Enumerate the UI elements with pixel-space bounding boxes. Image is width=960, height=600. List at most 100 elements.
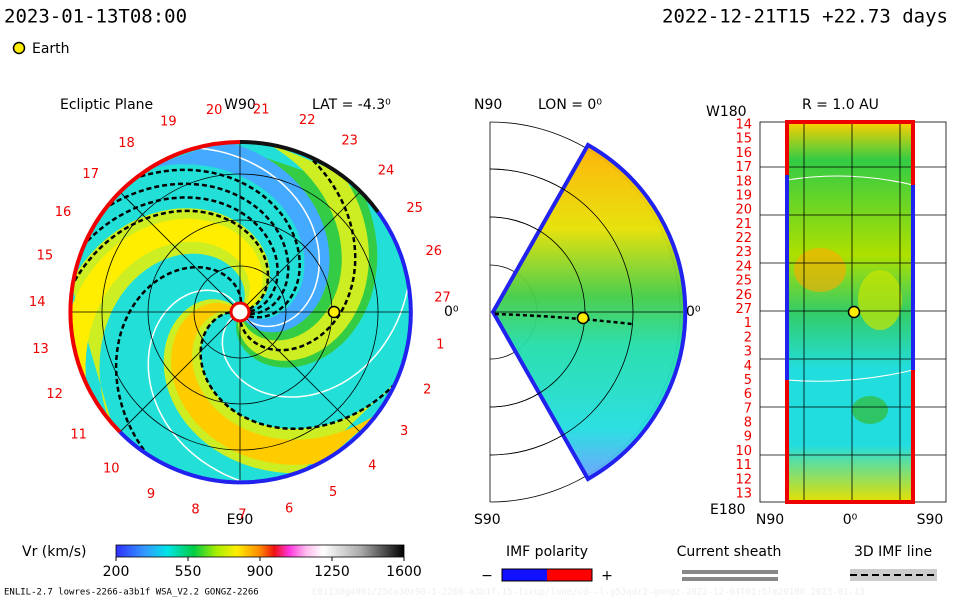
longitude-label: 16: [735, 146, 752, 161]
ecliptic-right: 0⁰: [444, 304, 459, 320]
radial-patch: [794, 248, 846, 292]
longitude-label: 16: [55, 205, 72, 220]
meridional-overlay: [489, 168, 683, 456]
field-line: [129, 168, 301, 319]
longitude-label: 1: [744, 316, 752, 331]
footer-run: ENLIL-2.7 lowres-2266-a3b1f WSA_V2.2 GON…: [4, 588, 259, 598]
field-line: [70, 209, 270, 310]
longitude-label: 19: [735, 189, 752, 204]
longitude-label: 11: [735, 458, 752, 473]
sun: [229, 301, 251, 323]
longitude-label: 21: [735, 217, 752, 232]
radial-bottom: E180: [710, 502, 746, 518]
longitude-label: 5: [329, 485, 337, 500]
imf-label: 3D IMF line: [854, 544, 932, 560]
earth-radial: [847, 305, 861, 319]
longitude-label: 12: [735, 472, 752, 487]
field-line: [221, 280, 410, 398]
ecliptic-rim-blue: [118, 210, 413, 485]
longitude-label: 19: [160, 115, 177, 130]
polarity-frame: [501, 568, 593, 582]
longitude-label: 26: [735, 288, 752, 303]
earth: [327, 305, 341, 319]
time: 2023-01-13T08:00: [4, 6, 187, 28]
longitude-label: 8: [744, 416, 752, 431]
field-line: [99, 182, 290, 316]
colorbar-tick-label: 900: [247, 564, 274, 580]
spiral-arms: [70, 142, 410, 482]
field-line: [189, 146, 321, 328]
sheath: [786, 369, 914, 382]
longitude-label: 18: [118, 136, 135, 151]
longitude-label: 22: [299, 113, 316, 128]
meridional-right: 0⁰: [686, 304, 701, 320]
ecliptic-rim-dark: [239, 139, 380, 214]
field-line: [147, 289, 250, 482]
longitude-label: 27: [434, 290, 451, 305]
longitude-label: 14: [29, 295, 46, 310]
longitude-label: 24: [735, 259, 752, 274]
colorbar-label: Vr (km/s): [22, 544, 86, 560]
spiral-band: [134, 142, 330, 333]
ecliptic-top: W90: [224, 97, 256, 113]
longitude-label: 10: [735, 444, 752, 459]
polarity-minus: −: [481, 568, 493, 584]
longitude-label: 1: [436, 337, 444, 352]
longitude-label: 20: [735, 203, 752, 218]
earth-icon: [12, 41, 26, 55]
radial-middle: 0⁰: [843, 512, 858, 528]
longitude-label: 26: [426, 244, 443, 259]
colorbar-tick-label: 1250: [314, 564, 350, 580]
radial-patch: [852, 396, 888, 424]
colorbar: [115, 544, 405, 558]
longitude-label: 25: [735, 274, 752, 289]
longitude-label: 9: [744, 430, 752, 445]
ecliptic-title: Ecliptic Plane: [60, 97, 153, 113]
field-line: [114, 265, 243, 460]
longitude-label: 23: [735, 245, 752, 260]
meridional-lon: LON = 0⁰: [538, 97, 602, 113]
radial-r: R = 1.0 AU: [802, 97, 879, 113]
longitude-label: 8: [191, 503, 199, 518]
colorbar-tick-label: 550: [175, 564, 202, 580]
longitude-label: 4: [744, 359, 752, 374]
longitude-label: 22: [735, 231, 752, 246]
polarity-label: IMF polarity: [506, 544, 588, 560]
field-line: [199, 311, 399, 431]
radial-left: N90: [756, 512, 784, 528]
longitude-label: 6: [744, 387, 752, 402]
longitude-label: 17: [82, 167, 99, 182]
earth-meridional: [576, 311, 590, 325]
longitude-label: 13: [735, 487, 752, 502]
legend-earth: Earth: [32, 41, 70, 57]
longitude-label: 10: [103, 462, 120, 477]
radial-longitudes: 1415161718192021222324252627123456789101…: [735, 118, 752, 502]
longitude-label: 25: [406, 201, 423, 216]
radial-patch: [858, 270, 902, 330]
polarity-positive: [547, 569, 592, 581]
longitude-label: 7: [744, 401, 752, 416]
footer-file: E01130g4801/256x30x90-1-2266-a3b1f-15-fi…: [312, 588, 865, 598]
longitude-label: 15: [735, 132, 752, 147]
spiral-band: [238, 142, 369, 361]
meridional-bottom: S90: [474, 512, 501, 528]
polarity-negative: [502, 569, 547, 581]
longitude-label: 17: [735, 160, 752, 175]
longitude-label: 2: [744, 330, 752, 345]
longitude-label: 18: [735, 174, 752, 189]
sheath: [786, 175, 914, 186]
longitude-label: 11: [70, 428, 87, 443]
ecliptic-rim-red: [68, 140, 241, 434]
radial-right: S90: [917, 512, 944, 528]
longitude-label: 2: [423, 383, 431, 398]
radial-top: W180: [706, 104, 747, 120]
meridional-top: N90: [474, 97, 502, 113]
polarity-plus: +: [601, 568, 613, 584]
longitude-label: 5: [744, 373, 752, 388]
longitude-label: 15: [37, 249, 54, 264]
spiral-band: [171, 302, 388, 465]
colorbar-tick-label: 1600: [386, 564, 422, 580]
colorbar-tick-label: 200: [103, 564, 130, 580]
